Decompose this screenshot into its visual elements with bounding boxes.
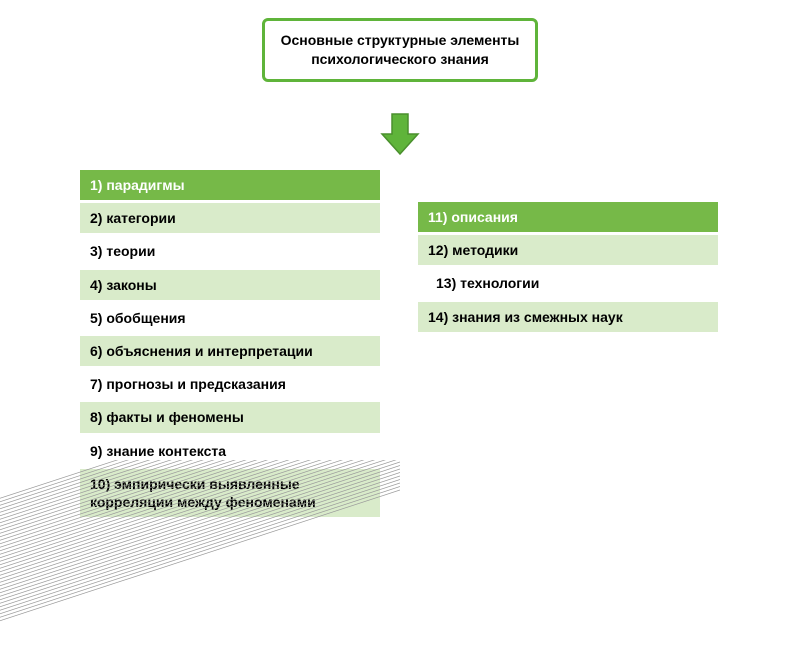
list-item: 7) прогнозы и предсказания (80, 369, 380, 399)
down-arrow-icon (380, 112, 420, 156)
title-box: Основные структурные элементы психологич… (262, 18, 538, 82)
list-item: 10) эмпирически выявленные корреляции ме… (80, 469, 380, 517)
list-item: 5) обобщения (80, 303, 380, 333)
right-list: 11) описания12) методики13) технологии 14… (418, 202, 718, 335)
list-item: 8) факты и феномены (80, 402, 380, 432)
title-text: Основные структурные элементы психологич… (281, 32, 520, 67)
list-item: 13) технологии (418, 268, 718, 298)
list-item: 1) парадигмы (80, 170, 380, 200)
list-item: 9) знание контекста (80, 436, 380, 466)
list-item: 12) методики (418, 235, 718, 265)
list-item: 11) описания (418, 202, 718, 232)
list-item: 4) законы (80, 270, 380, 300)
list-item: 14) знания из смежных наук (418, 302, 718, 332)
list-item: 3) теории (80, 236, 380, 266)
left-list: 1) парадигмы2) категории3) теории 4) зако… (80, 170, 380, 520)
list-item: 2) категории (80, 203, 380, 233)
list-item: 6) объяснения и интерпретации (80, 336, 380, 366)
